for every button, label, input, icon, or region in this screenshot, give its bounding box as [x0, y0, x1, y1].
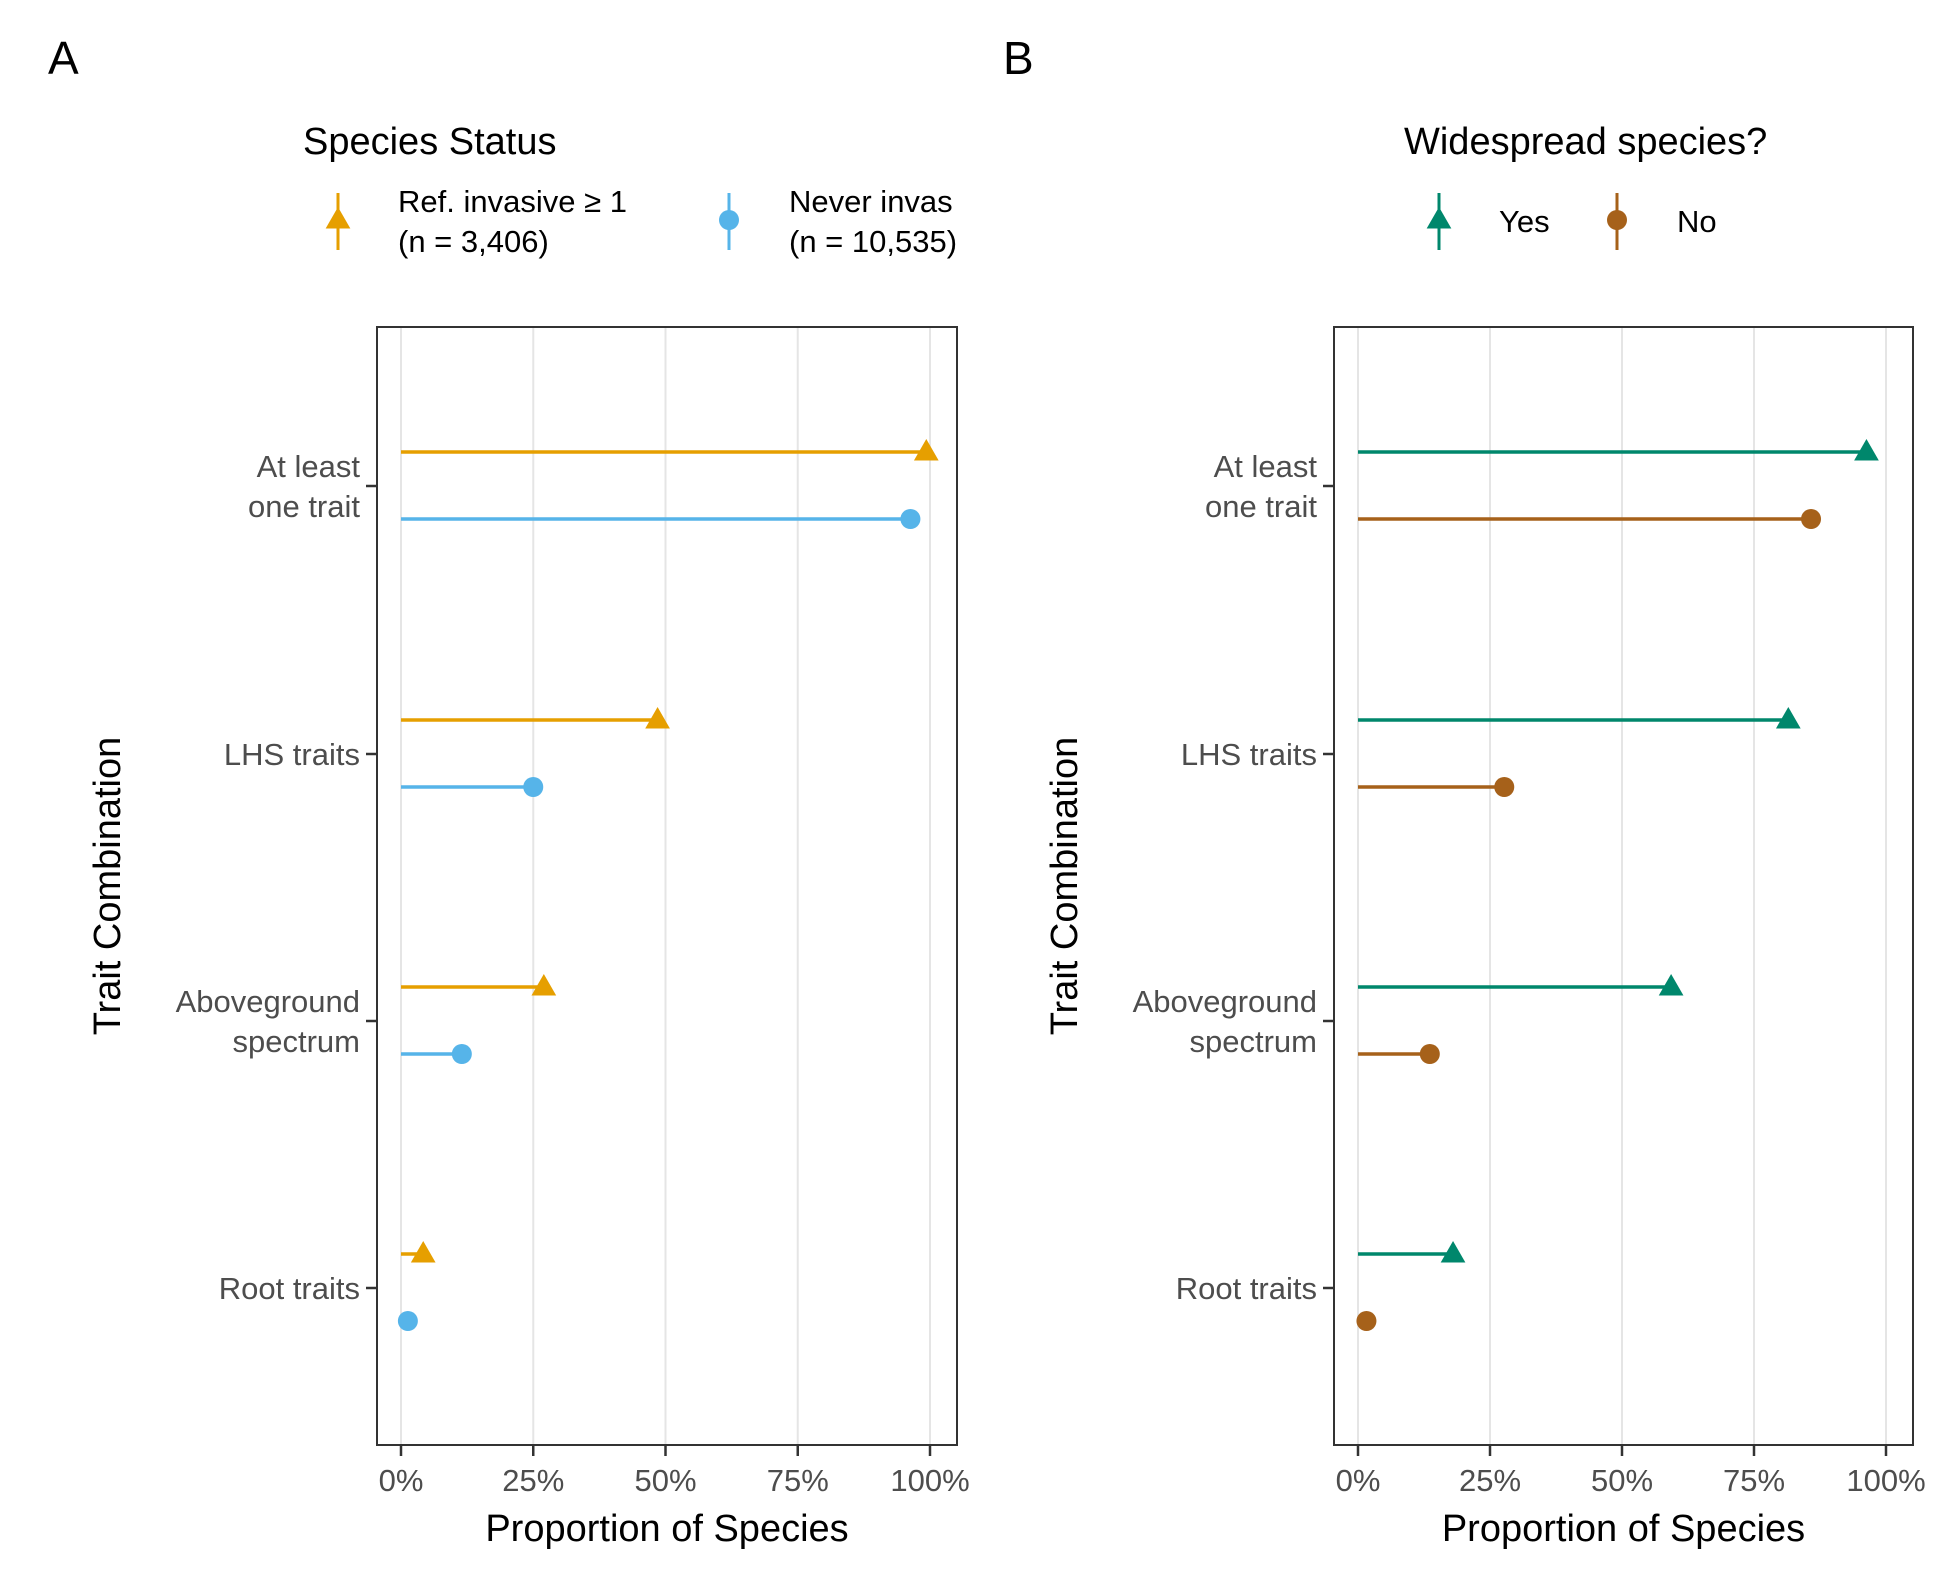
- y-axis-title: Trait Combination: [87, 737, 129, 1036]
- triangle-point: [531, 974, 557, 996]
- y-tick-label: LHS traits: [1181, 737, 1317, 772]
- circle-point: [1419, 1044, 1440, 1064]
- triangle-point: [1775, 707, 1801, 729]
- y-tick-label: At least: [1214, 449, 1318, 484]
- y-axis-title: Trait Combination: [1044, 737, 1086, 1036]
- triangle-point: [1854, 439, 1879, 461]
- y-tick-label: spectrum: [1190, 1024, 1317, 1059]
- triangle-point: [1658, 974, 1684, 996]
- y-tick-label: Aboveground: [176, 984, 360, 1019]
- gridlines: [400, 327, 931, 1445]
- circle-point: [451, 1044, 472, 1064]
- x-tick-label: 75%: [767, 1463, 829, 1498]
- plot-border: [1333, 326, 1914, 1446]
- x-tick-label: 0%: [1336, 1463, 1381, 1498]
- data-marks: [397, 439, 939, 1331]
- legend: Species Status Ref. invasive ≥ 1 (n = 3,40…: [303, 121, 957, 259]
- circle-point: [523, 777, 544, 797]
- triangle-icon: [1426, 207, 1452, 229]
- circle-point: [1801, 509, 1822, 529]
- triangle-point: [645, 707, 670, 729]
- legend: Widespread species? Yes No: [1404, 121, 1767, 250]
- legend-label: (n = 3,406): [398, 224, 549, 259]
- y-tick-label: Root traits: [219, 1271, 360, 1306]
- legend-item: Ref. invasive ≥ 1 (n = 3,406): [325, 184, 627, 259]
- x-tick-label: 75%: [1723, 1463, 1785, 1498]
- panel-a: A Species Status Ref. invasive ≥ 1 (n = 3,4…: [48, 32, 970, 1550]
- y-tick-label: Aboveground: [1133, 984, 1317, 1019]
- y-tick-label: one trait: [1205, 489, 1317, 524]
- y-tick-label: LHS traits: [224, 737, 360, 772]
- y-tick-label: spectrum: [233, 1024, 360, 1059]
- legend-item: Yes: [1426, 193, 1550, 250]
- panel-label: A: [48, 32, 79, 84]
- x-axis-title: Proportion of Species: [485, 1508, 848, 1550]
- x-tick-label: 25%: [1459, 1463, 1521, 1498]
- x-tick-label: 50%: [1591, 1463, 1653, 1498]
- circle-point: [397, 1311, 418, 1331]
- panel-b: B Widespread species? Yes No At least one tra…: [1003, 32, 1926, 1550]
- x-tick-label: 100%: [1846, 1463, 1925, 1498]
- panel-label: B: [1003, 32, 1034, 84]
- legend-label: Yes: [1499, 204, 1550, 239]
- plot-border: [376, 326, 958, 1446]
- x-tick-label: 100%: [890, 1463, 969, 1498]
- triangle-point: [913, 439, 939, 461]
- legend-item: Never invas (n = 10,535): [719, 184, 957, 259]
- x-axis-title: Proportion of Species: [1442, 1508, 1805, 1550]
- circle-icon: [1607, 210, 1627, 230]
- y-tick-label: one trait: [248, 489, 360, 524]
- circle-point: [1494, 777, 1515, 797]
- legend-label: No: [1677, 204, 1717, 239]
- legend-label: (n = 10,535): [789, 224, 957, 259]
- legend-title: Species Status: [303, 121, 556, 163]
- circle-point: [900, 509, 921, 529]
- y-tick-label: At least: [257, 449, 361, 484]
- legend-label: Ref. invasive ≥ 1: [398, 184, 627, 219]
- circle-icon: [719, 210, 739, 230]
- data-marks: [1356, 439, 1879, 1331]
- x-tick-label: 50%: [634, 1463, 696, 1498]
- triangle-point: [410, 1241, 436, 1263]
- circle-point: [1356, 1311, 1377, 1331]
- y-tick-label: Root traits: [1176, 1271, 1317, 1306]
- gridlines: [1357, 327, 1887, 1445]
- triangle-point: [1440, 1241, 1466, 1263]
- x-tick-label: 0%: [379, 1463, 424, 1498]
- legend-title: Widespread species?: [1404, 121, 1767, 163]
- legend-item: No: [1607, 193, 1717, 250]
- legend-label: Never invas: [789, 184, 953, 219]
- triangle-icon: [325, 207, 351, 229]
- x-tick-label: 25%: [502, 1463, 564, 1498]
